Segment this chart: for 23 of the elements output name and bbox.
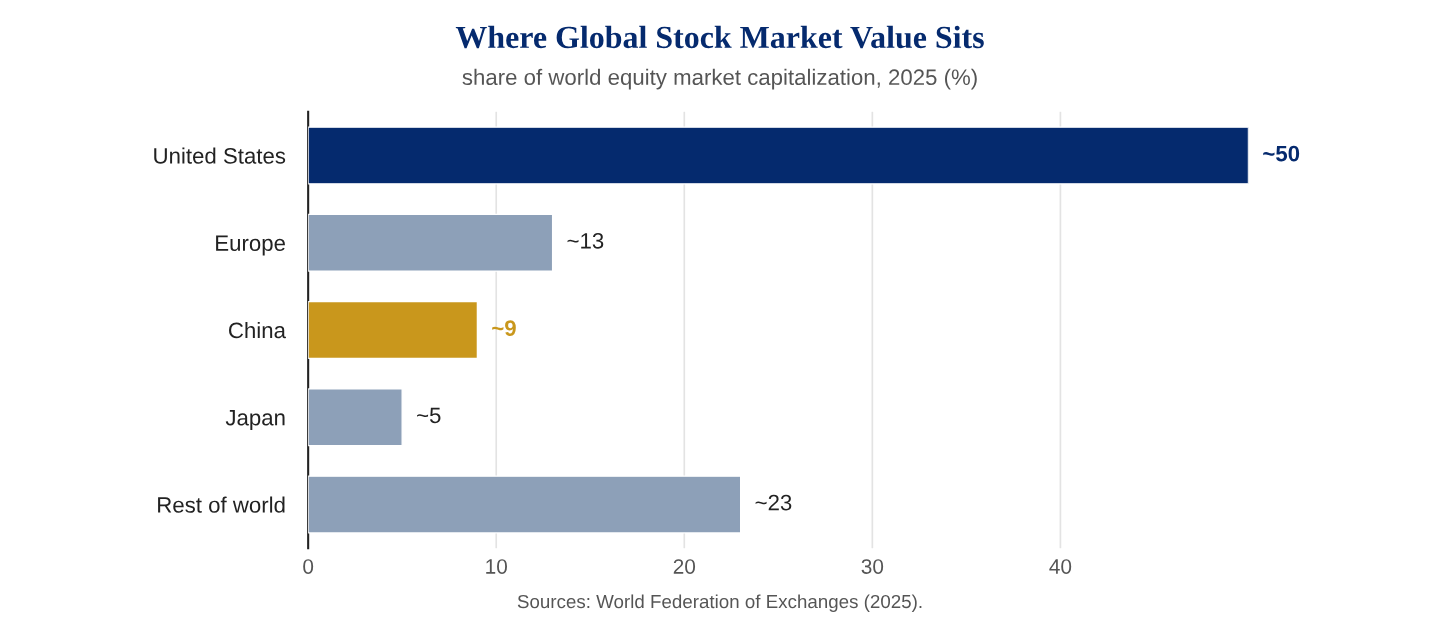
bar	[308, 213, 554, 272]
data-label: ~5	[417, 407, 441, 424]
source-note: Sources: World Federation of Exchanges (2025).	[517, 594, 922, 612]
x-tick-label: 10	[486, 559, 507, 574]
bar	[308, 126, 1249, 185]
data-label: ~23	[755, 494, 792, 511]
y-tick-label: Japan	[225, 410, 285, 430]
y-tick-label: United States	[154, 147, 286, 164]
bar	[308, 388, 403, 447]
chart-subtitle: share of world equity market capitalization, 2025 (%)	[462, 68, 977, 90]
x-tick-label: 20	[673, 559, 696, 574]
data-label: ~9	[492, 320, 516, 336]
data-label: ~50	[1263, 145, 1300, 162]
chart-title: Where Global Stock Market Value Sits	[455, 25, 984, 49]
y-tick-label: Europe	[216, 235, 285, 256]
data-label: ~13	[567, 232, 604, 249]
x-tick-label: 0	[303, 559, 314, 574]
bar	[308, 475, 742, 534]
bar	[308, 300, 479, 360]
x-tick-label: 40	[1049, 559, 1072, 574]
x-tick-label: 30	[861, 559, 884, 574]
y-tick-label: Rest of world	[158, 496, 285, 513]
y-tick-label: China	[229, 321, 286, 339]
